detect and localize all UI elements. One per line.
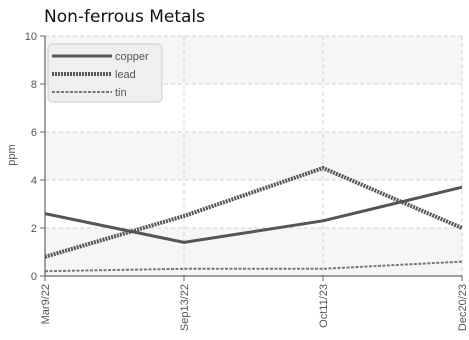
series-line-lead xyxy=(44,166,463,259)
chart-grid xyxy=(45,35,463,276)
chart-axes: 0 2 4 6 8 10 Mar9/22 Sep13/22 Oct11/23 Dec20/23 xyxy=(25,31,469,331)
legend-label-lead: lead xyxy=(115,69,136,81)
x-tick-label: Mar9/22 xyxy=(40,284,52,324)
series-line-copper xyxy=(44,185,463,244)
y-tick-label: 10 xyxy=(25,31,37,43)
x-tick-label: Dec20/23 xyxy=(457,284,469,331)
legend-label-copper: copper xyxy=(115,51,149,63)
series-line-tin xyxy=(44,260,463,273)
y-tick-label: 6 xyxy=(31,127,37,139)
chart-legend: copper lead tin xyxy=(47,43,163,103)
x-tick-label: Sep13/22 xyxy=(179,284,191,331)
y-tick-label: 4 xyxy=(31,175,37,187)
chart-title: Non-ferrous Metals xyxy=(44,7,205,27)
y-tick-label: 0 xyxy=(31,271,37,283)
y-tick-label: 8 xyxy=(31,79,37,91)
band xyxy=(45,132,462,180)
chart-series xyxy=(44,166,463,273)
legend-label-tin: tin xyxy=(115,87,127,99)
x-tick-label: Oct11/23 xyxy=(318,284,330,328)
y-tick-label: 2 xyxy=(31,223,37,235)
y-axis-label: ppm xyxy=(6,144,18,165)
